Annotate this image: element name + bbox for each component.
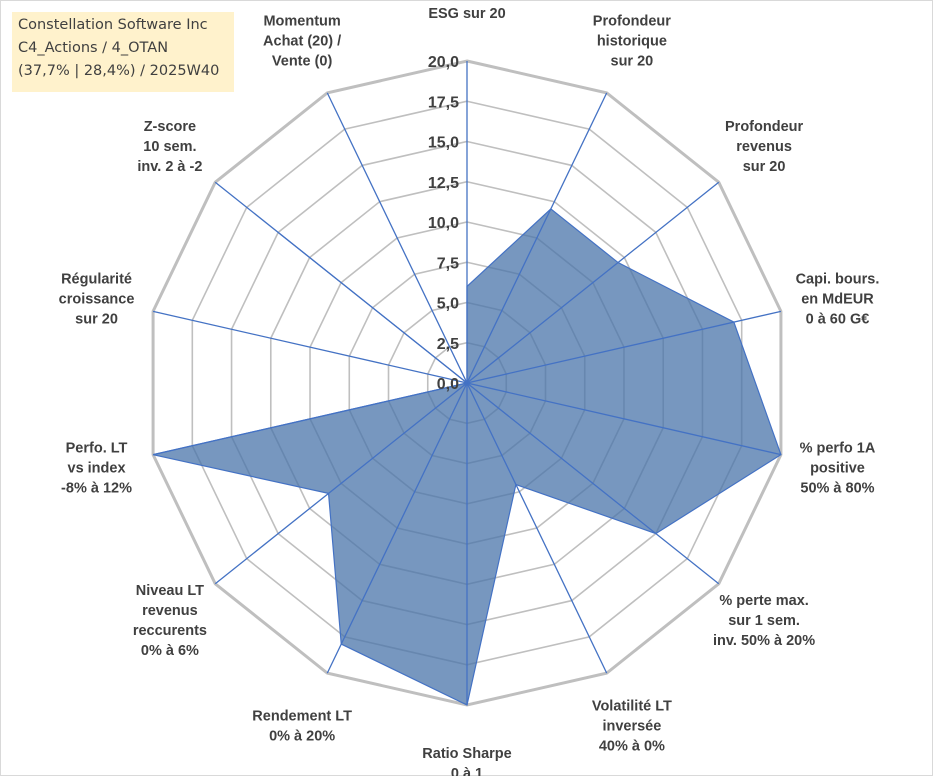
axis-label-line: croissance	[59, 291, 135, 307]
spoke-layer	[152, 61, 782, 705]
axis-label-line: Momentum	[263, 14, 340, 30]
axis-label-line: positive	[810, 461, 865, 477]
axis-spoke	[466, 382, 720, 585]
axis-label-line: 40% à 0%	[599, 738, 665, 754]
tick-label: 10,0	[428, 215, 459, 232]
chart-title-box: Constellation Software Inc C4_Actions / …	[12, 12, 234, 92]
axis-label: Volatilité LT inversée 40% à 0%	[592, 698, 672, 754]
axis-label-line: Vente (0)	[272, 54, 333, 70]
axis-spoke	[152, 310, 468, 384]
axis-label: Momentum Achat (20) / Vente (0)	[263, 14, 341, 70]
tick-label: 7,5	[437, 255, 459, 272]
axis-label-line: Volatilité LT	[592, 698, 672, 714]
title-company: Constellation Software Inc	[18, 17, 208, 33]
title-portfolio: C4_Actions / 4_OTAN	[18, 40, 169, 56]
label-layer: Note ESG sur 20 Profondeur historique sur 20…	[59, 0, 880, 776]
axis-label-line: revenus	[736, 139, 792, 155]
axis-label-line: vs index	[68, 461, 126, 477]
axis-label-line: inversée	[602, 718, 661, 734]
axis-spoke	[466, 310, 782, 384]
axis-label-line: revenus	[142, 603, 198, 619]
axis-spoke	[466, 92, 608, 384]
axis-label-line: 0 à 1	[451, 766, 483, 776]
axis-label-line: Profondeur	[725, 119, 803, 135]
axis-label-line: % perfo 1A	[800, 441, 876, 457]
axis-label-line: Rendement LT	[252, 708, 352, 724]
tick-label: 12,5	[428, 175, 459, 192]
axis-label: Profondeur revenus sur 20	[725, 119, 803, 175]
title-stats: (37,7% | 28,4%) / 2025W40	[18, 63, 220, 79]
axis-label: Rendement LT 0% à 20%	[252, 708, 352, 744]
tick-layer: 0,0 2,5 5,0 7,5 10,0 12,5 15,0 17,5 20,0	[428, 54, 459, 393]
axis-label-line: Note	[451, 0, 483, 2]
axis-label-line: -8% à 12%	[61, 481, 132, 497]
axis-label: Profondeur historique sur 20	[593, 14, 671, 70]
axis-label-line: Achat (20) /	[263, 34, 341, 50]
axis-label-line: en MdEUR	[801, 291, 874, 307]
axis-spoke	[466, 382, 782, 456]
axis-label-line: sur 1 sem.	[728, 613, 800, 629]
axis-spoke	[326, 92, 468, 384]
axis-label-line: Ratio Sharpe	[422, 746, 511, 762]
axis-label-line: inv. 50% à 20%	[713, 633, 815, 649]
tick-label: 2,5	[437, 336, 459, 353]
axis-label: Z-score 10 sem. inv. 2 à -2	[137, 119, 202, 175]
axis-label-line: 0% à 6%	[141, 643, 199, 659]
axis-label-line: sur 20	[743, 159, 786, 175]
tick-label: 20,0	[428, 54, 459, 71]
axis-label-line: 50% à 80%	[800, 481, 874, 497]
axis-label-line: Z-score	[144, 119, 196, 135]
axis-label: Perfo. LT vs index -8% à 12%	[61, 441, 132, 497]
axis-label: Ratio Sharpe 0 à 1	[422, 746, 511, 776]
axis-label: % perte max. sur 1 sem. inv. 50% à 20%	[713, 593, 815, 649]
axis-label: Niveau LT revenus reccurents 0% à 6%	[133, 583, 207, 659]
axis-spoke	[466, 382, 608, 674]
axis-label-line: Perfo. LT	[66, 441, 128, 457]
axis-spoke	[214, 181, 468, 384]
axis-label-line: inv. 2 à -2	[137, 159, 202, 175]
tick-label: 17,5	[428, 94, 459, 111]
axis-label-line: 10 sem.	[143, 139, 196, 155]
axis-label: % perfo 1A positive 50% à 80%	[800, 441, 876, 497]
axis-label-line: ESG sur 20	[428, 6, 505, 22]
axis-label-line: Profondeur	[593, 14, 671, 30]
axis-spoke	[152, 382, 468, 456]
axis-spoke	[326, 382, 468, 674]
axis-spoke	[466, 181, 720, 384]
axis-label-line: Capi. bours.	[796, 271, 880, 287]
axis-label: Régularité croissance sur 20	[59, 271, 135, 327]
axis-label: Note ESG sur 20	[428, 0, 505, 22]
axis-label-line: historique	[597, 34, 667, 50]
axis-label: Capi. bours. en MdEUR 0 à 60 G€	[796, 271, 880, 327]
axis-label-line: 0% à 20%	[269, 728, 335, 744]
axis-label-line: sur 20	[611, 54, 654, 70]
axis-label-line: Niveau LT	[136, 583, 204, 599]
tick-label: 5,0	[437, 296, 459, 313]
axis-label-line: % perte max.	[719, 593, 808, 609]
axis-label-line: 0 à 60 G€	[806, 311, 870, 327]
axis-spoke	[214, 382, 468, 585]
axis-label-line: sur 20	[75, 311, 118, 327]
axis-label-line: reccurents	[133, 623, 207, 639]
axis-label-line: Régularité	[61, 271, 132, 287]
tick-label: 0,0	[437, 376, 459, 393]
tick-label: 15,0	[428, 135, 459, 152]
